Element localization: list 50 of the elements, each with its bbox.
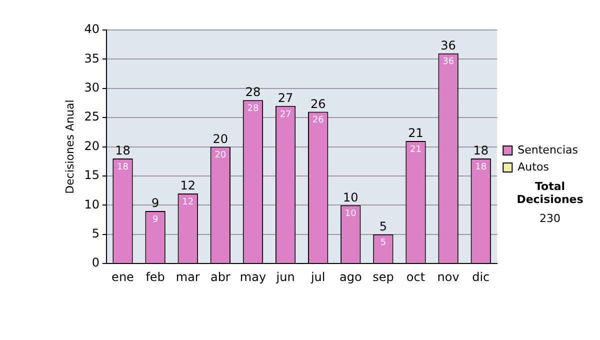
data-label: 36 bbox=[442, 57, 454, 68]
annotation: 27 bbox=[278, 91, 294, 106]
annotation: 5 bbox=[379, 220, 388, 234]
y-axis-title: Decisiones Anual bbox=[63, 100, 76, 194]
x-tick-label: may bbox=[240, 270, 266, 284]
annotation: 21 bbox=[408, 126, 424, 140]
annotation: 10 bbox=[343, 190, 358, 204]
annotation: 28 bbox=[245, 85, 261, 100]
data-label: 5 bbox=[380, 238, 386, 248]
annotation: 9 bbox=[151, 196, 160, 210]
x-tick-label: nov bbox=[437, 270, 460, 284]
data-label: 20 bbox=[214, 150, 226, 161]
x-tick-label: abr bbox=[210, 270, 230, 284]
x-tick-label: dic bbox=[472, 270, 490, 284]
x-tick-label: jul bbox=[310, 270, 326, 284]
y-tick-label: 0 bbox=[92, 256, 100, 270]
data-label: 18 bbox=[117, 162, 129, 172]
y-tick-label: 15 bbox=[84, 168, 100, 182]
x-tick-label: jun bbox=[275, 270, 295, 284]
annotation: 26 bbox=[310, 96, 326, 111]
data-label: 27 bbox=[280, 110, 292, 120]
x-tick-label: sep bbox=[372, 270, 394, 284]
x-tick-label: ene bbox=[112, 270, 134, 284]
text: 230 bbox=[538, 212, 562, 225]
annotation: 18 bbox=[473, 144, 489, 158]
y-tick-label: 40 bbox=[84, 22, 100, 36]
legend-label: Autos bbox=[518, 160, 550, 174]
y-tick-label: 35 bbox=[84, 51, 100, 66]
x-tick-label: mar bbox=[176, 270, 200, 284]
data-label: 18 bbox=[475, 162, 487, 172]
x-tick-label: ago bbox=[339, 270, 362, 284]
data-label: 21 bbox=[410, 144, 422, 155]
annotation: 36 bbox=[440, 38, 456, 52]
data-label: 9 bbox=[152, 214, 158, 225]
y-tick-label: 25 bbox=[84, 110, 100, 124]
legend-label: Sentencias bbox=[518, 143, 578, 156]
data-label: 26 bbox=[312, 116, 324, 126]
y-tick-label: 10 bbox=[84, 197, 100, 212]
annotation: 18 bbox=[115, 144, 130, 158]
data-label: 12 bbox=[182, 197, 194, 208]
annotation: 12 bbox=[180, 178, 196, 193]
data-label: 10 bbox=[344, 209, 357, 220]
text: Total Decisiones bbox=[516, 180, 584, 206]
y-tick-label: 30 bbox=[84, 80, 100, 95]
y-tick-label: 5 bbox=[92, 226, 100, 241]
annotation: 20 bbox=[212, 132, 228, 146]
x-tick-label: feb bbox=[146, 270, 165, 284]
y-tick-label: 20 bbox=[84, 138, 100, 153]
data-label: 28 bbox=[247, 104, 259, 114]
x-tick-label: oct bbox=[406, 270, 426, 284]
